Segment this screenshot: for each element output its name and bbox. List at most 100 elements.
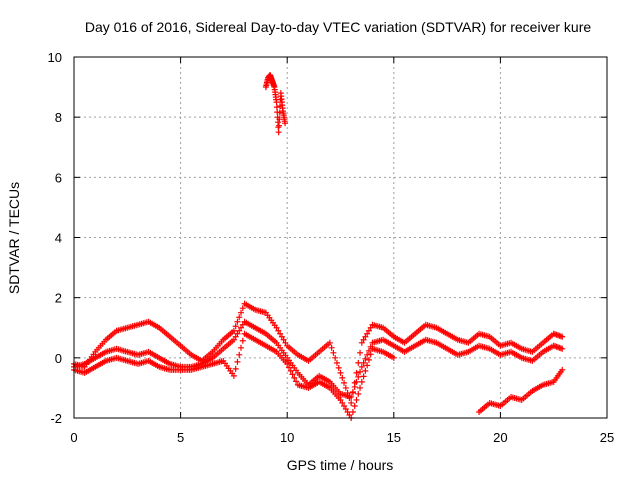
data-point	[236, 351, 243, 358]
data-point	[276, 122, 283, 129]
data-point	[360, 336, 367, 343]
data-point	[337, 396, 344, 403]
data-point	[353, 396, 360, 403]
data-point	[275, 129, 282, 136]
data-point	[360, 373, 367, 380]
data-point	[349, 408, 356, 415]
data-point	[559, 333, 566, 340]
data-point	[341, 402, 348, 409]
data-point	[365, 347, 372, 354]
data-point	[358, 339, 365, 346]
data-point	[348, 393, 355, 400]
data-point	[346, 411, 353, 418]
data-point	[239, 305, 246, 312]
data-point	[349, 388, 356, 395]
chart-title: Day 016 of 2016, Sidereal Day-to-day VTE…	[85, 19, 591, 35]
data-point	[326, 339, 333, 346]
data-point	[355, 359, 362, 366]
data-point	[239, 337, 246, 344]
data-point	[238, 324, 245, 331]
data-point	[273, 99, 280, 106]
data-point	[351, 383, 358, 390]
y-tick-label: 8	[55, 110, 62, 125]
data-point	[232, 333, 239, 340]
data-point	[339, 374, 346, 381]
data-point	[238, 309, 245, 316]
data-point	[344, 408, 351, 415]
data-point	[275, 327, 282, 334]
data-point	[232, 365, 239, 372]
data-point	[342, 384, 349, 391]
data-point	[364, 362, 371, 369]
data-point	[234, 318, 241, 325]
data-point	[353, 378, 360, 385]
data-point	[358, 363, 365, 370]
data-point	[365, 356, 372, 363]
x-tick-label: 15	[387, 430, 401, 445]
x-tick-label: 5	[177, 430, 184, 445]
data-point	[236, 314, 243, 321]
data-point	[333, 359, 340, 366]
data-point	[234, 330, 241, 337]
data-point	[273, 324, 280, 331]
y-axis-title: SDTVAR / TECUs	[6, 182, 22, 294]
data-point	[232, 323, 239, 330]
data-point	[230, 372, 237, 379]
data-point	[360, 359, 367, 366]
series-middle-track	[71, 318, 566, 400]
data-point	[291, 374, 298, 381]
data-points	[71, 72, 566, 421]
data-point	[357, 384, 364, 391]
x-tick-label: 0	[70, 430, 77, 445]
data-point	[236, 327, 243, 334]
data-point	[559, 366, 566, 373]
y-tick-label: -2	[50, 411, 62, 426]
data-point	[357, 368, 364, 375]
data-point	[230, 336, 237, 343]
data-point	[362, 367, 369, 374]
data-point	[355, 373, 362, 380]
series-spike-near-hour-9	[262, 72, 289, 136]
data-point	[367, 324, 374, 331]
data-point	[274, 119, 281, 126]
data-point	[339, 399, 346, 406]
data-point	[337, 369, 344, 376]
data-point	[342, 405, 349, 412]
data-point	[238, 344, 245, 351]
data-point	[273, 104, 280, 111]
data-point	[390, 354, 397, 361]
data-point	[559, 345, 566, 352]
data-point	[230, 327, 237, 334]
data-point	[332, 354, 339, 361]
data-point	[365, 327, 372, 334]
x-tick-label: 25	[600, 430, 614, 445]
data-point	[293, 378, 300, 385]
data-point	[289, 371, 296, 378]
data-point	[358, 378, 365, 385]
grid-lines	[74, 57, 607, 418]
data-point	[278, 333, 285, 340]
data-point	[348, 399, 355, 406]
data-point	[284, 360, 291, 367]
y-tick-label: 2	[55, 291, 62, 306]
data-point	[287, 367, 294, 374]
data-point	[362, 355, 369, 362]
data-point	[362, 333, 369, 340]
data-point	[355, 390, 362, 397]
data-point	[351, 402, 358, 409]
data-point	[357, 349, 364, 356]
x-tick-label: 10	[280, 430, 294, 445]
series-lower-track	[71, 330, 397, 421]
y-tick-label: 0	[55, 351, 62, 366]
data-point	[364, 330, 371, 337]
data-point	[353, 369, 360, 376]
data-point	[330, 349, 337, 356]
data-point	[277, 330, 284, 337]
data-point	[285, 364, 292, 371]
series-late-descending-track	[476, 366, 566, 415]
x-tick-label: 20	[493, 430, 507, 445]
data-point	[280, 336, 287, 343]
data-point	[328, 344, 335, 351]
y-tick-label: 6	[55, 170, 62, 185]
data-point	[367, 351, 374, 358]
